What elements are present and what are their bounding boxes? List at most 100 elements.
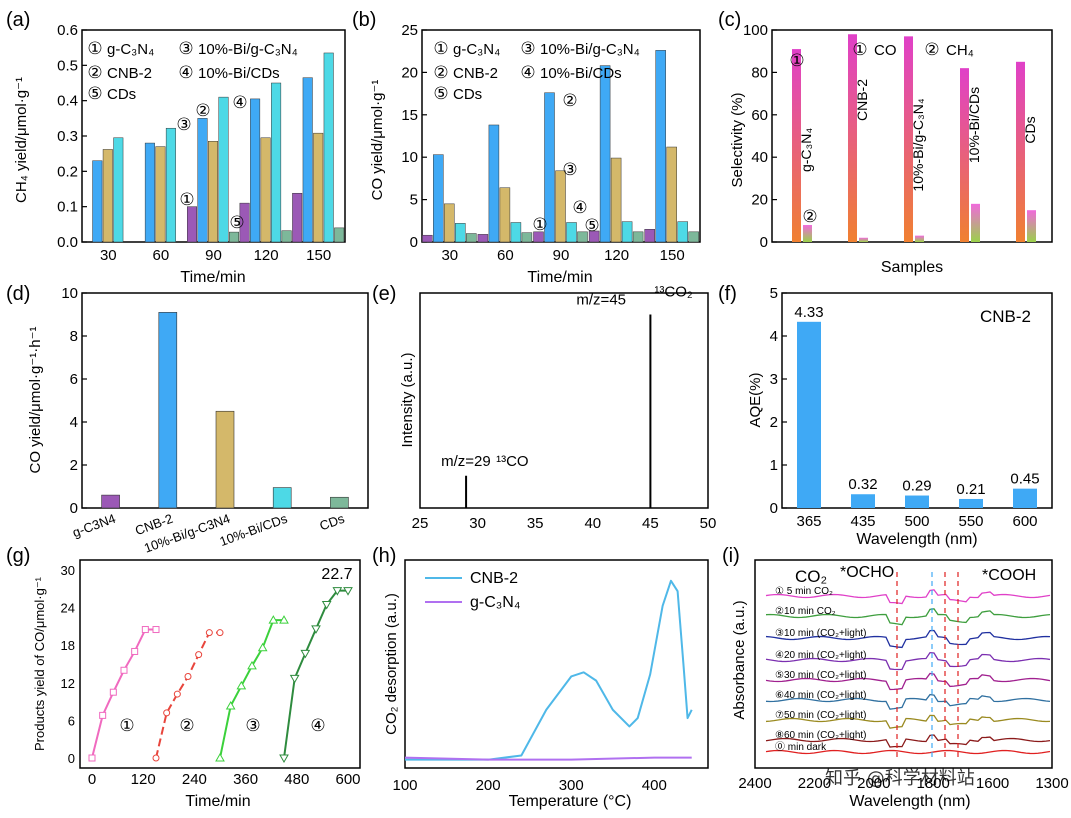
bar xyxy=(521,232,533,243)
y-tick-label: 2 xyxy=(70,457,78,474)
bar xyxy=(271,82,282,243)
series-line xyxy=(155,631,220,759)
x-tick-label: 2400 xyxy=(738,775,771,792)
x-tick-label: 60 xyxy=(497,247,514,264)
bar xyxy=(92,160,103,243)
legend-label: 10%-Bi/g-C₃N₄ xyxy=(540,41,640,58)
bar xyxy=(215,410,235,509)
legend-label: CNB-2 xyxy=(453,65,498,82)
bar xyxy=(292,192,303,243)
data-point xyxy=(120,666,128,674)
spectrum-line xyxy=(765,734,1051,748)
data-point xyxy=(257,642,268,652)
data-point xyxy=(163,709,171,717)
bar xyxy=(1013,488,1037,508)
bar xyxy=(323,52,334,243)
bar xyxy=(313,132,324,243)
y-tick-label: 18 xyxy=(61,638,75,653)
bar xyxy=(229,231,239,243)
legend-label: g-C₃N₄ xyxy=(107,41,154,58)
panel-a: 0.0 0.1 0.2 0.3 0.4 0.5 0.6 30 60 90 120 150 (a) CH₄ … xyxy=(6,9,346,286)
annotation: *COOH xyxy=(982,567,1036,584)
panel-label: (b) xyxy=(352,9,376,31)
spectrum-line xyxy=(765,629,1051,649)
bar xyxy=(218,96,229,243)
x-tick-label: 400 xyxy=(642,777,667,794)
data-point xyxy=(109,688,117,696)
x-tick-label: 2200 xyxy=(798,775,831,792)
data-point xyxy=(236,680,247,690)
series-line xyxy=(91,628,156,759)
x-tick-label: 200 xyxy=(476,777,501,794)
y-tick-label: 60 xyxy=(751,107,768,124)
plot-frame xyxy=(404,559,709,769)
spectrum-line xyxy=(765,672,1051,691)
x-tick-label: 500 xyxy=(904,513,929,530)
x-tick-label: 25 xyxy=(412,515,429,532)
y-axis-label: Intensity (a.u.) xyxy=(399,352,416,447)
annotation-marker: ② xyxy=(562,91,577,110)
bar xyxy=(155,146,166,243)
annotation-marker: ① xyxy=(179,190,194,209)
y-tick-label: 3 xyxy=(770,371,778,388)
peak-species: ¹³CO₂ xyxy=(654,284,692,301)
legend-label: 10%-Bi/CDs xyxy=(198,65,280,82)
y-tick-label: 0.2 xyxy=(57,163,78,180)
series-label: ⑧60 min (CO₂+light) xyxy=(775,730,866,741)
category-label: 10%-Bi/g-C₃N₄ xyxy=(910,98,926,191)
bar xyxy=(533,231,544,243)
data-point xyxy=(173,690,181,698)
bar xyxy=(644,229,655,243)
legend-label: CDs xyxy=(107,86,136,103)
legend-label: g-C₃N₄ xyxy=(453,41,500,58)
bar xyxy=(466,233,477,243)
bar xyxy=(959,498,983,508)
bar xyxy=(488,124,500,243)
data-label: 0.32 xyxy=(848,476,877,493)
spectrum-line xyxy=(765,651,1051,671)
y-tick-label: 5 xyxy=(410,192,418,209)
bar xyxy=(281,230,292,243)
x-tick-label: 600 xyxy=(335,771,360,788)
bar xyxy=(260,137,271,243)
bar xyxy=(165,127,176,243)
x-tick-label: 1300 xyxy=(1035,775,1068,792)
y-tick-label: 4 xyxy=(770,328,778,345)
legend-marker: ③ xyxy=(178,39,193,58)
x-axis-label: Time/min xyxy=(527,269,592,286)
data-point xyxy=(225,700,236,710)
x-axis-label: Time/min xyxy=(185,793,250,810)
bar xyxy=(1016,61,1025,242)
series-label: ① 5 min CO₂ xyxy=(775,586,833,597)
legend-label: 10%-Bi/CDs xyxy=(540,65,622,82)
bar xyxy=(904,36,913,242)
bar xyxy=(960,68,969,242)
x-tick-label: 35 xyxy=(527,515,544,532)
annotation: CO₂ xyxy=(795,567,827,586)
bar xyxy=(688,231,699,243)
x-tick-label: 1600 xyxy=(976,775,1009,792)
x-tick-label: 30 xyxy=(469,515,486,532)
plot-frame xyxy=(79,559,361,769)
series-label: ⑤30 min (CO₂+light) xyxy=(775,670,866,681)
annotation-marker: ① xyxy=(532,215,547,234)
data-point xyxy=(279,754,289,764)
spectrum-line xyxy=(765,749,1051,755)
x-tick-label: 600 xyxy=(1012,513,1037,530)
data-point xyxy=(247,660,257,670)
peak-label: m/z=29 xyxy=(441,453,491,470)
y-tick-label: 5 xyxy=(770,285,778,302)
bar xyxy=(334,227,345,243)
category-label: 10%-Bi/CDs xyxy=(966,87,982,163)
legend-marker: ① xyxy=(852,40,867,59)
y-tick-label: 0.3 xyxy=(57,128,78,145)
watermark: 知乎 @科学材料站 xyxy=(825,768,975,789)
peak-species: ¹³CO xyxy=(496,453,528,470)
x-tick-label: 30 xyxy=(100,247,117,264)
annotation: 22.7 xyxy=(321,566,352,583)
x-tick-label: 40 xyxy=(584,515,601,532)
series-label: ⑥40 min (CO₂+light) xyxy=(775,690,866,701)
legend-label: 10%-Bi/g-C₃N₄ xyxy=(198,41,298,58)
